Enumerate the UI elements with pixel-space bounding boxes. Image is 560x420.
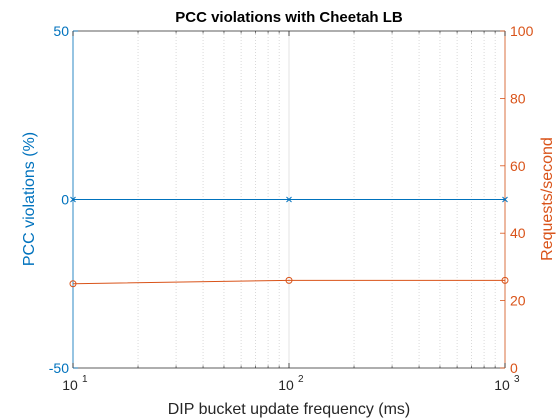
x-axis-label: DIP bucket update frequency (ms) [168,401,411,418]
y-right-tick-label: 80 [510,90,526,106]
series-1-point [501,276,509,284]
x-tick-exponent: 1 [82,374,88,385]
x-tick-exponent: 2 [298,374,304,385]
x-tick-label: 10 1 [62,374,88,393]
series-0-point [502,196,508,203]
x-marker-stroke [286,196,292,203]
x-tick-exponent: 3 [514,374,520,385]
chart-title: PCC violations with Cheetah LB [175,9,403,26]
x-tick-base: 10 [278,377,294,393]
x-tick-base: 10 [62,377,78,393]
series-0-point [70,196,76,203]
series-1-line [72,279,505,285]
y-right-tick-label: 20 [510,293,526,309]
x-tick-label: 10 3 [494,374,520,393]
y-right-tick-label: 0 [510,360,518,376]
y-right-tick-label: 60 [510,158,526,174]
x-tick-base: 10 [494,377,510,393]
y-right-tick-label: 40 [510,225,526,241]
x-marker-stroke [70,196,76,203]
tick-labels: 10 1 10 2 10 3 -50 0 50 0 20 40 60 80 100 [49,23,534,393]
y-left-tick-label: -50 [49,360,69,376]
x-marker-stroke [502,196,508,203]
series-layer [69,196,509,288]
y-right-tick-label: 100 [510,23,534,39]
series-1-point [285,276,293,284]
series-1-point [69,280,77,288]
y-left-axis-label: PCC violations (%) [21,132,38,266]
y-left-tick-label: 50 [53,23,69,39]
x-tick-label: 10 2 [278,374,304,393]
y-right-axis-label: Requests/second [539,137,556,261]
y-left-tick-label: 0 [61,192,69,208]
series-0-point [286,196,292,203]
